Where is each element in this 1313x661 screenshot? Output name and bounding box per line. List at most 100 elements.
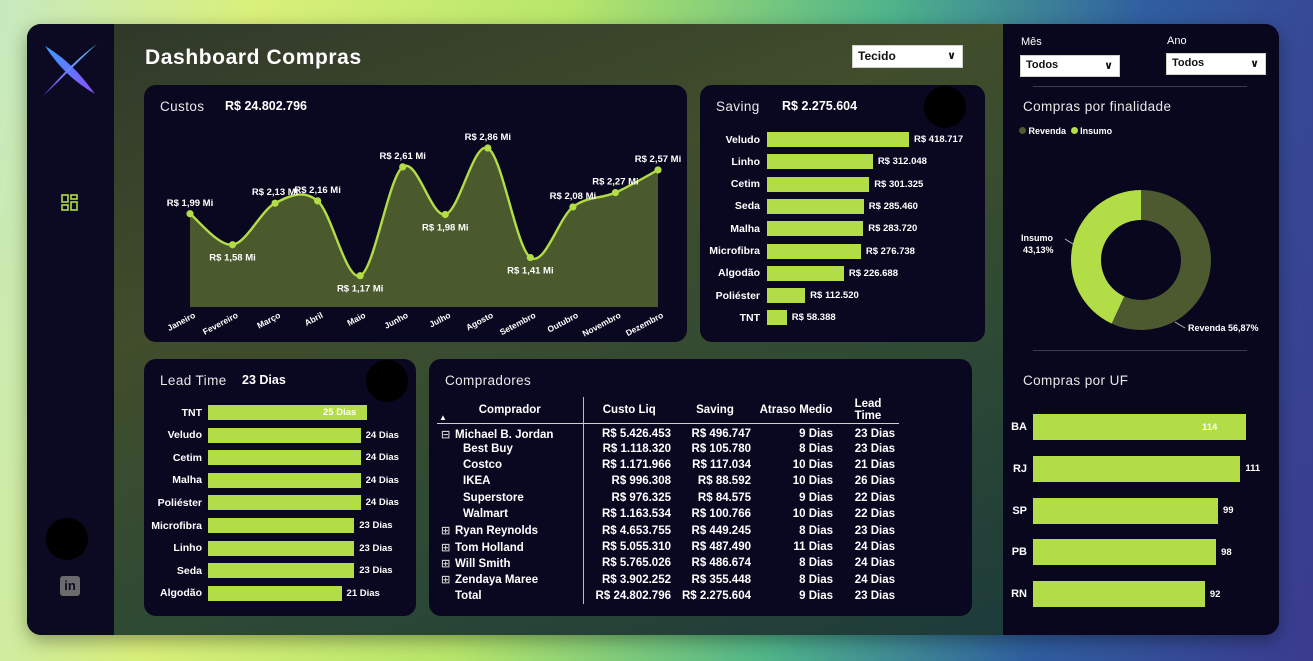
uf-bar[interactable]	[1033, 414, 1246, 440]
saving-bar[interactable]	[767, 310, 787, 326]
saving-bar-value: R$ 276.738	[865, 245, 915, 257]
tecido-select[interactable]: Tecido ∨	[852, 45, 963, 68]
custos-point[interactable]	[441, 210, 449, 219]
legend-insumo[interactable]: Insumo	[1080, 126, 1113, 136]
cell-atraso-medio: 10 Dias	[792, 508, 833, 521]
revenda-label: Revenda 56,87%	[1188, 323, 1259, 333]
table-row[interactable]: Best Buy R$ 1.118.320 R$ 105.780 8 Dias 23 D…	[437, 440, 899, 457]
leadtime-bar[interactable]	[208, 405, 367, 420]
collapse-icon[interactable]: ⊟	[441, 428, 451, 441]
leadtime-bar[interactable]	[208, 518, 355, 533]
saving-bar[interactable]	[767, 288, 806, 304]
leadtime-bar-value: 23 Dias	[359, 565, 393, 577]
linkedin-icon[interactable]: in	[60, 576, 80, 596]
comprador-name: Walmart	[463, 508, 508, 521]
saving-bar[interactable]	[767, 265, 844, 281]
comprador-name: Tom Holland	[455, 541, 524, 554]
uf-bar[interactable]	[1033, 539, 1217, 566]
table-row[interactable]: ⊞ Will Smith R$ 5.765.026 R$ 486.674 8 Dias 2…	[437, 555, 899, 572]
saving-bar-value: R$ 285.460	[868, 200, 918, 212]
finalidade-title: Compras por finalidade	[1023, 99, 1172, 114]
saving-bar-label: Veludo	[725, 133, 760, 146]
sidebar-circle	[46, 518, 88, 560]
saving-bar-label: Poliéster	[715, 289, 760, 302]
saving-bar[interactable]	[767, 221, 864, 237]
leadtime-bar[interactable]	[208, 427, 361, 443]
custos-point[interactable]	[569, 203, 577, 211]
chevron-down-icon: ∨	[1250, 58, 1259, 70]
col-saving[interactable]: Saving	[675, 397, 755, 424]
leadtime-bar[interactable]	[208, 495, 361, 511]
saving-bar[interactable]	[767, 198, 864, 214]
mes-select[interactable]: Todos ∨	[1020, 55, 1120, 77]
cell-custo-liq: R$ 4.653.755	[601, 524, 671, 537]
expand-icon[interactable]: ⊞	[441, 557, 451, 570]
table-row[interactable]: Superstore R$ 976.325 R$ 84.575 9 Dias 22 Di…	[437, 489, 899, 507]
saving-bar[interactable]	[767, 132, 909, 147]
cell-comprador: Total	[437, 588, 584, 605]
cell-comprador: IKEA	[437, 473, 584, 490]
expand-icon[interactable]: ⊞	[441, 541, 451, 554]
dashboard-nav-icon[interactable]	[61, 194, 79, 212]
leadtime-bar[interactable]	[208, 540, 355, 556]
saving-bar[interactable]	[767, 176, 870, 192]
col-atraso-medio[interactable]: Atraso Medio	[755, 397, 837, 424]
cell-lead-time: 21 Dias	[854, 459, 895, 472]
uf-bar[interactable]	[1033, 455, 1241, 482]
cell-saving: R$ 487.490	[691, 541, 751, 554]
custos-point[interactable]	[611, 189, 620, 197]
saving-bar-value: R$ 112.520	[810, 290, 859, 302]
custos-point[interactable]	[314, 197, 322, 205]
cell-atraso-medio: 9 Dias	[799, 428, 833, 440]
leadtime-bar-value: 24 Dias	[365, 497, 399, 509]
expand-icon[interactable]: ⊞	[441, 525, 451, 538]
uf-bar-value: 114	[1202, 421, 1218, 433]
custos-card: Custos R$ 24.802.796 R$ 1,99 Mi Janeiro R$…	[144, 85, 687, 342]
table-row[interactable]: ⊞ Ryan Reynolds R$ 4.653.755 R$ 449.245 8 Di…	[437, 522, 899, 539]
col-comprador[interactable]: Comprador	[437, 397, 584, 424]
saving-bar-label: Cetim	[730, 178, 760, 191]
leadtime-bar[interactable]	[208, 472, 361, 488]
custos-point[interactable]	[271, 199, 279, 207]
uf-bar[interactable]	[1033, 497, 1218, 524]
saving-bar[interactable]	[767, 154, 873, 170]
revenda-slice[interactable]	[1111, 190, 1211, 330]
custos-data-label: R$ 2,57 Mi	[635, 154, 681, 165]
saving-bar-value: R$ 418.717	[914, 134, 964, 145]
table-row[interactable]: Costco R$ 1.171.966 R$ 117.034 10 Dias 21 Di…	[437, 456, 899, 474]
leadtime-bar-value: 21 Dias	[346, 587, 380, 599]
ano-select[interactable]: Todos ∨	[1166, 53, 1266, 75]
table-row[interactable]: ⊞ Tom Holland R$ 5.055.310 R$ 487.490 11 Dia…	[437, 538, 899, 556]
custos-data-label: R$ 2,13 Mi	[252, 187, 298, 198]
legend-revenda[interactable]: Revenda	[1028, 126, 1067, 136]
comprador-name: Zendaya Maree	[455, 574, 539, 587]
saving-bar[interactable]	[767, 243, 861, 259]
custos-point[interactable]	[228, 241, 237, 249]
cell-comprador: ⊞ Ryan Reynolds	[437, 522, 584, 539]
custos-point[interactable]	[654, 166, 662, 174]
col-lead-time[interactable]: Lead Time	[837, 397, 899, 424]
leadtime-bar[interactable]	[208, 563, 355, 579]
cell-custo-liq: R$ 976.325	[611, 491, 671, 504]
cell-custo-liq: R$ 5.426.453	[601, 428, 671, 440]
leadtime-bar-label: Algodão	[160, 587, 202, 600]
custos-point[interactable]	[356, 272, 364, 280]
insumo-slice[interactable]	[1071, 190, 1141, 324]
table-row[interactable]: Total R$ 24.802.796 R$ 2.275.604 9 Dias 23 D…	[437, 588, 899, 605]
custos-point[interactable]	[186, 210, 194, 218]
table-row[interactable]: ⊞ Zendaya Maree R$ 3.902.252 R$ 355.448 8 Di…	[437, 571, 899, 589]
comprador-name: Superstore	[463, 491, 524, 504]
custos-point[interactable]	[484, 144, 492, 152]
leadtime-bar-label: Malha	[172, 474, 202, 487]
leadtime-bar[interactable]	[208, 450, 361, 466]
table-row[interactable]: IKEA R$ 996.308 R$ 88.592 10 Dias 26 Dias	[437, 473, 899, 490]
custos-point[interactable]	[526, 253, 534, 262]
expand-icon[interactable]: ⊞	[441, 574, 451, 587]
table-row[interactable]: ⊟ Michael B. Jordan R$ 5.426.453 R$ 496.747…	[437, 423, 899, 441]
saving-card: Saving R$ 2.275.604 Veludo R$ 418.717 Linh…	[700, 85, 985, 342]
uf-bar[interactable]	[1033, 581, 1205, 608]
custos-point[interactable]	[399, 163, 407, 171]
table-row[interactable]: Walmart R$ 1.163.534 R$ 100.766 10 Dias 22 D…	[437, 506, 899, 523]
leadtime-bar[interactable]	[208, 585, 342, 601]
col-custo-liq[interactable]: Custo Liq	[583, 397, 675, 424]
